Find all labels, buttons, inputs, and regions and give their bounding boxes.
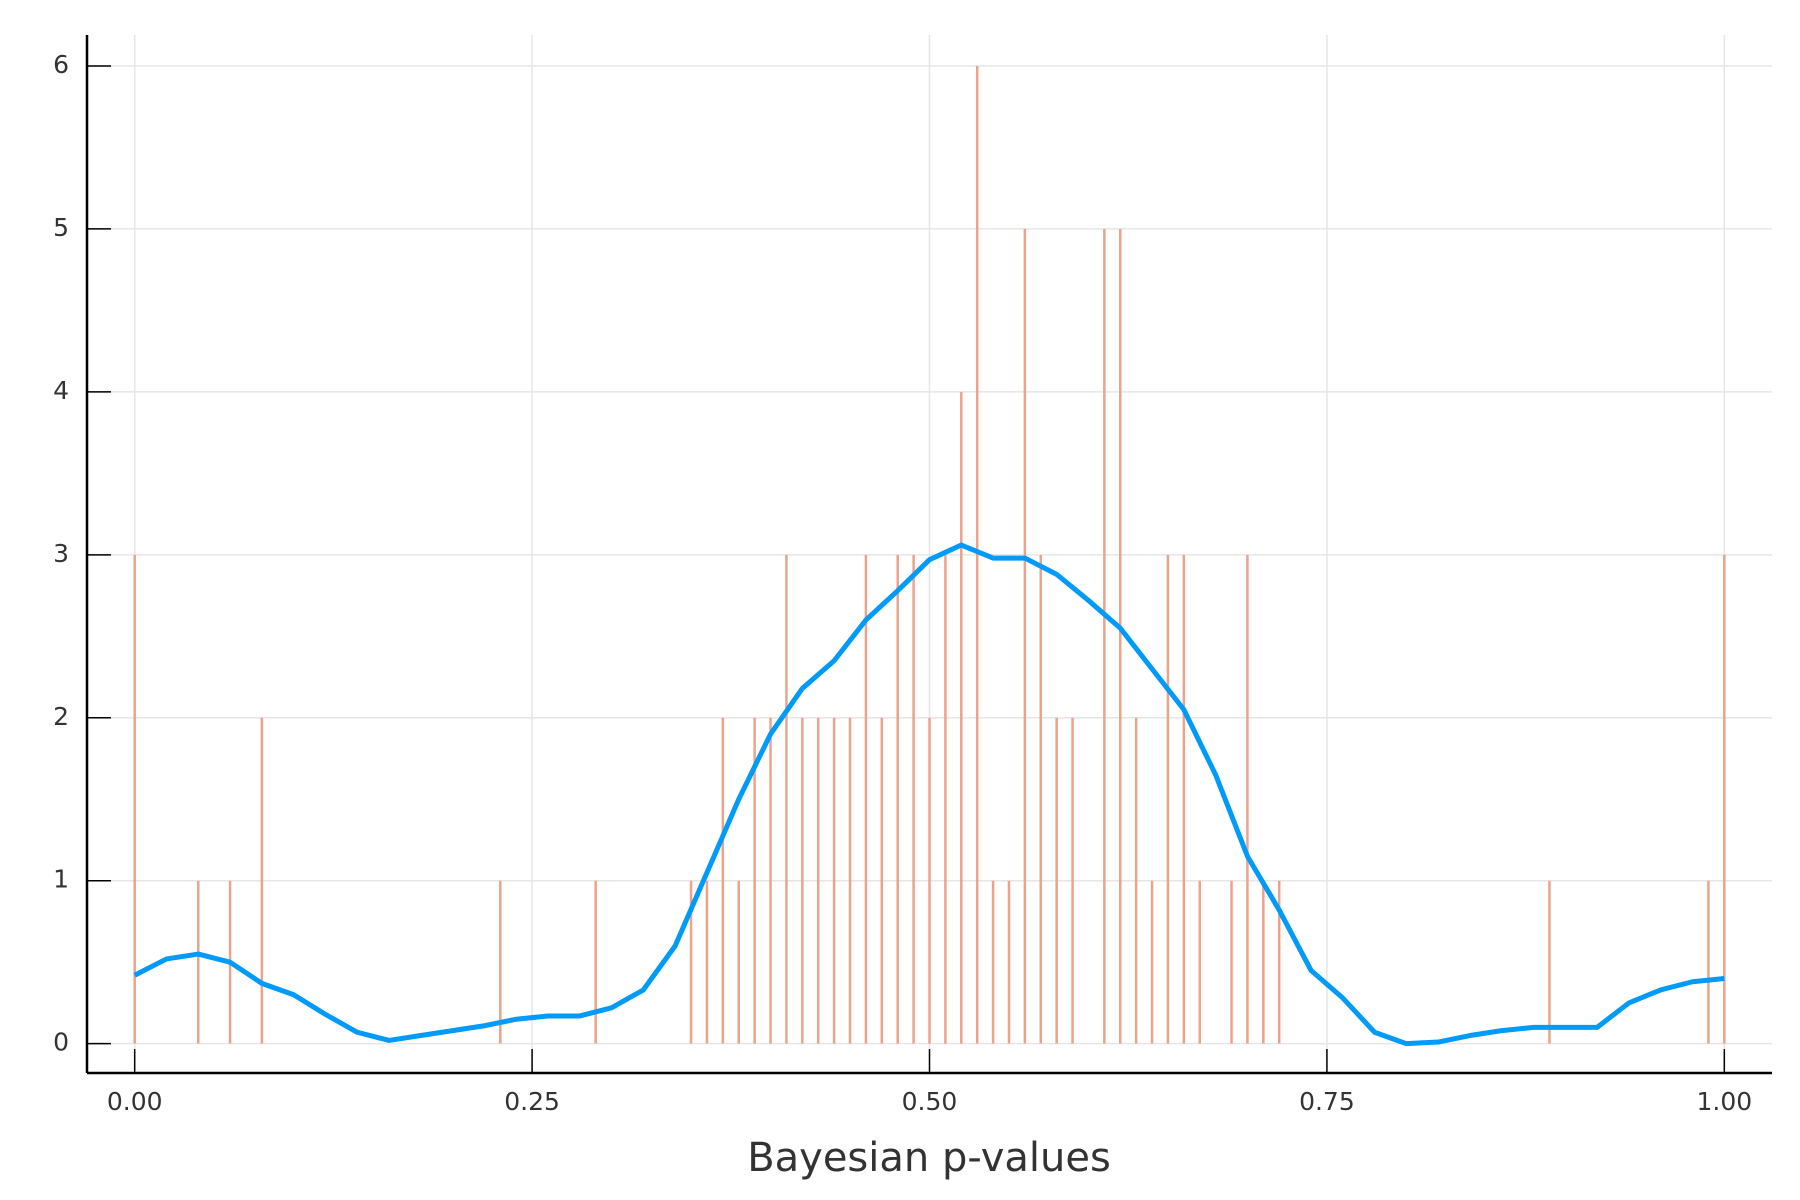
y-tick-label: 5 [53,213,69,242]
y-tick-label: 0 [53,1028,69,1057]
y-tick-label: 1 [53,865,69,894]
x-tick-label: 0.00 [107,1087,163,1116]
y-tick-label: 4 [53,376,69,405]
x-tick-label: 1.00 [1696,1087,1752,1116]
density-line [133,542,1725,1047]
y-tick-label: 2 [53,702,69,731]
x-tick-label: 0.25 [504,1087,560,1116]
x-tick-label: 0.50 [902,1087,958,1116]
y-tick-label: 6 [53,50,69,79]
x-axis-label: Bayesian p-values [747,1135,1111,1181]
y-tick-label: 3 [53,539,69,568]
x-tick-label: 0.75 [1299,1087,1355,1116]
